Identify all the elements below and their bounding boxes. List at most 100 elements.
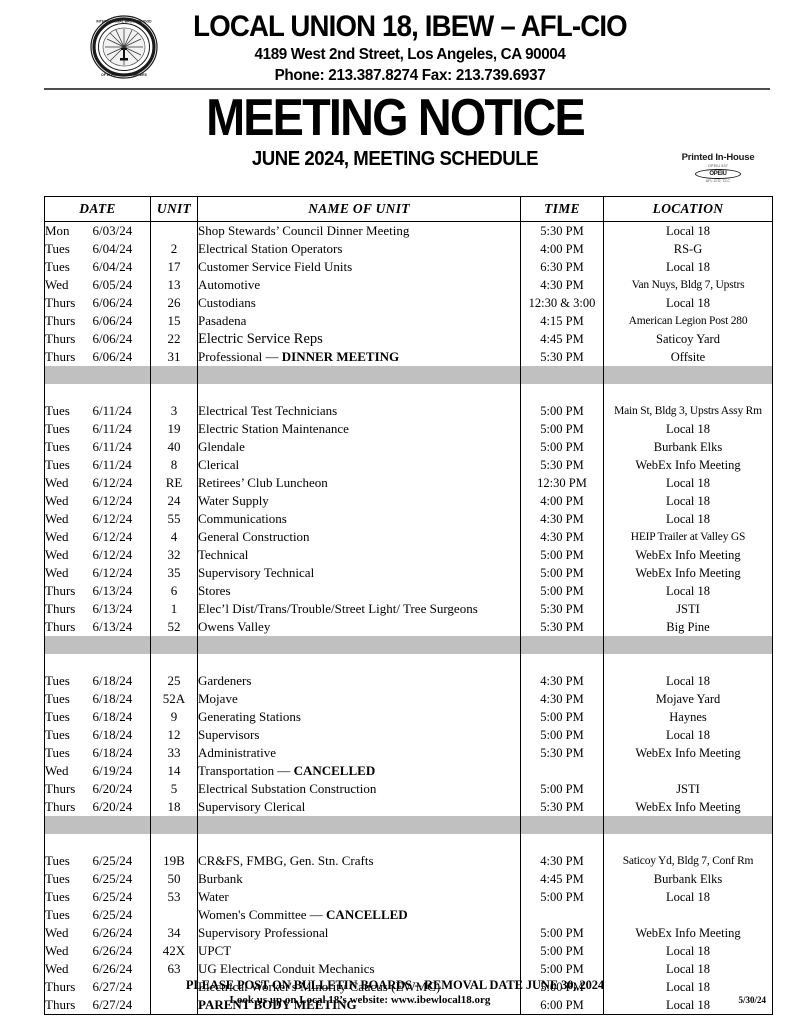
cell-location: Van Nuys, Bldg 7, Upstrs bbox=[603, 276, 773, 294]
cell-day: Wed bbox=[44, 564, 93, 582]
cell-unit-name: Retirees’ Club Luncheon bbox=[197, 474, 521, 492]
cell-time: 5:00 PM bbox=[520, 438, 604, 456]
cell-location bbox=[603, 762, 773, 780]
cell-day: Tues bbox=[44, 456, 93, 474]
cell-unit: 18 bbox=[150, 798, 198, 816]
union-bug-icon: OPEIU 537 OPEIU AFL-CIO, CLC bbox=[695, 164, 741, 184]
cell-date: 6/26/24 bbox=[92, 924, 151, 942]
cell-unit: RE bbox=[150, 474, 198, 492]
cell-location: American Legion Post 280 bbox=[603, 312, 773, 330]
cell-time: 5:30 PM bbox=[520, 456, 604, 474]
org-name: LOCAL UNION 18, IBEW – AFL-CIO bbox=[193, 10, 627, 43]
cell-unit-name: Automotive bbox=[197, 276, 521, 294]
cell-unit: 4 bbox=[150, 528, 198, 546]
union-bug-bottom-text: AFL-CIO, CLC bbox=[705, 179, 731, 184]
table-row: Tues 6/25/24 19B CR&FS, FMBG, Gen. Stn. Cra… bbox=[44, 852, 773, 870]
cell-location: Burbank Elks bbox=[603, 438, 773, 456]
cell-location: WebEx Info Meeting bbox=[603, 456, 773, 474]
meeting-schedule-table: DATE UNIT NAME OF UNIT TIME LOCATION Mon… bbox=[44, 196, 773, 1015]
cell-date: 6/13/24 bbox=[92, 582, 151, 600]
cell-time: 5:30 PM bbox=[520, 221, 604, 240]
column-header-location: LOCATION bbox=[603, 196, 773, 222]
cell-unit: 52 bbox=[150, 618, 198, 636]
cell-location: Local 18 bbox=[603, 960, 773, 978]
cell-location: Saticoy Yard bbox=[603, 330, 773, 348]
week-separator-gap bbox=[44, 654, 773, 672]
cell-time: 4:30 PM bbox=[520, 276, 604, 294]
cell-location: Local 18 bbox=[603, 726, 773, 744]
cell-day: Thurs bbox=[44, 780, 93, 798]
cell-date: 6/27/24 bbox=[92, 996, 151, 1015]
table-header-row: DATE UNIT NAME OF UNIT TIME LOCATION bbox=[44, 196, 773, 222]
svg-text:INTERNATIONAL BROTHERHOOD: INTERNATIONAL BROTHERHOOD bbox=[96, 20, 152, 24]
document-footer: PLEASE POST ON BULLETIN BOARDS – REMOVAL… bbox=[0, 978, 790, 1006]
cell-day: Tues bbox=[44, 672, 93, 690]
ibew-local-18-seal-icon: INTERNATIONAL BROTHERHOOD OF ELECTRICAL … bbox=[88, 14, 160, 80]
table-row: Thurs 6/27/24 PARENT BODY MEETING 6:00 PM Lo… bbox=[44, 996, 773, 1015]
cell-time: 5:00 PM bbox=[520, 726, 604, 744]
cell-day: Thurs bbox=[44, 294, 93, 312]
cell-location: RS-G bbox=[603, 240, 773, 258]
table-row: Thurs 6/20/24 18 Supervisory Clerical 5:30 P… bbox=[44, 798, 773, 816]
table-row: Wed 6/26/24 42X UPCT 5:00 PM Local 18 bbox=[44, 942, 773, 960]
table-row: Wed 6/26/24 63 UG Electrical Conduit Mechan… bbox=[44, 960, 773, 978]
cell-unit: 14 bbox=[150, 762, 198, 780]
cell-unit-name: Glendale bbox=[197, 438, 521, 456]
cell-time: 5:00 PM bbox=[520, 582, 604, 600]
table-row: Tues 6/25/24 53 Water 5:00 PM Local 18 bbox=[44, 888, 773, 906]
website-note: Look us up on Local 18’s website: www.ib… bbox=[229, 994, 491, 1006]
org-contact: Phone: 213.387.8274 Fax: 213.739.6937 bbox=[274, 67, 546, 85]
union-bug-oval-text: OPEIU bbox=[695, 168, 741, 179]
table-row: Tues 6/11/24 19 Electric Station Maintenanc… bbox=[44, 420, 773, 438]
cell-time: 5:00 PM bbox=[520, 420, 604, 438]
cell-date: 6/05/24 bbox=[92, 276, 151, 294]
table-row: Tues 6/18/24 12 Supervisors 5:00 PM Local 18 bbox=[44, 726, 773, 744]
cell-day: Tues bbox=[44, 906, 93, 924]
table-row: Wed 6/12/24 24 Water Supply 4:00 PM Local 18 bbox=[44, 492, 773, 510]
cell-time: 4:30 PM bbox=[520, 528, 604, 546]
meeting-schedule-table-wrap: DATE UNIT NAME OF UNIT TIME LOCATION Mon… bbox=[44, 196, 773, 1015]
table-row: Wed 6/26/24 34 Supervisory Professional 5:00… bbox=[44, 924, 773, 942]
cell-day: Wed bbox=[44, 474, 93, 492]
cell-time: 5:00 PM bbox=[520, 960, 604, 978]
cell-unit-name: Supervisory Professional bbox=[197, 924, 521, 942]
cell-date: 6/04/24 bbox=[92, 240, 151, 258]
cell-location: Burbank Elks bbox=[603, 870, 773, 888]
table-row: Mon 6/03/24 Shop Stewards’ Council Dinner … bbox=[44, 221, 773, 240]
cell-unit: 8 bbox=[150, 456, 198, 474]
cell-time: 5:00 PM bbox=[520, 402, 604, 420]
cell-date: 6/12/24 bbox=[92, 564, 151, 582]
table-row: Tues 6/11/24 3 Electrical Test Technicians 5… bbox=[44, 402, 773, 420]
table-body: Mon 6/03/24 Shop Stewards’ Council Dinner … bbox=[44, 221, 773, 1015]
cell-day: Tues bbox=[44, 870, 93, 888]
cell-time: 5:00 PM bbox=[520, 942, 604, 960]
cell-date: 6/18/24 bbox=[92, 708, 151, 726]
column-header-unit: UNIT bbox=[150, 196, 198, 222]
cell-date: 6/03/24 bbox=[92, 221, 151, 240]
cell-time: 6:30 PM bbox=[520, 258, 604, 276]
column-header-name: NAME OF UNIT bbox=[197, 196, 521, 222]
printed-in-house-label: Printed In-House bbox=[681, 152, 755, 163]
table-row: Wed 6/12/24 4 General Construction 4:30 PM HE… bbox=[44, 528, 773, 546]
revision-date: 5/30/24 bbox=[738, 995, 766, 1005]
cell-unit: 9 bbox=[150, 708, 198, 726]
table-row: Tues 6/18/24 25 Gardeners 4:30 PM Local 18 bbox=[44, 672, 773, 690]
cell-time: 4:15 PM bbox=[520, 312, 604, 330]
cell-unit-name: Women's Committee — CANCELLED bbox=[197, 906, 521, 924]
table-row: Thurs 6/13/24 1 Elec’l Dist/Trans/Trouble/S… bbox=[44, 600, 773, 618]
cell-day: Wed bbox=[44, 960, 93, 978]
cell-unit-name: Burbank bbox=[197, 870, 521, 888]
cell-unit-name-emphasis: PARENT BODY MEETING bbox=[198, 997, 357, 1012]
cell-date: 6/18/24 bbox=[92, 672, 151, 690]
cell-day: Tues bbox=[44, 726, 93, 744]
document-header: INTERNATIONAL BROTHERHOOD OF ELECTRICAL … bbox=[0, 0, 790, 90]
cell-unit-name: Shop Stewards’ Council Dinner Meeting bbox=[197, 221, 521, 240]
table-row: Thurs 6/06/24 15 Pasadena 4:15 PM American Le… bbox=[44, 312, 773, 330]
cell-date: 6/18/24 bbox=[92, 690, 151, 708]
cell-unit-name: Supervisory Technical bbox=[197, 564, 521, 582]
cell-location: Local 18 bbox=[603, 294, 773, 312]
cell-day: Wed bbox=[44, 528, 93, 546]
table-row: Wed 6/05/24 13 Automotive 4:30 PM Van Nuys, B… bbox=[44, 276, 773, 294]
cell-unit: 22 bbox=[150, 330, 198, 348]
cell-day: Thurs bbox=[44, 312, 93, 330]
